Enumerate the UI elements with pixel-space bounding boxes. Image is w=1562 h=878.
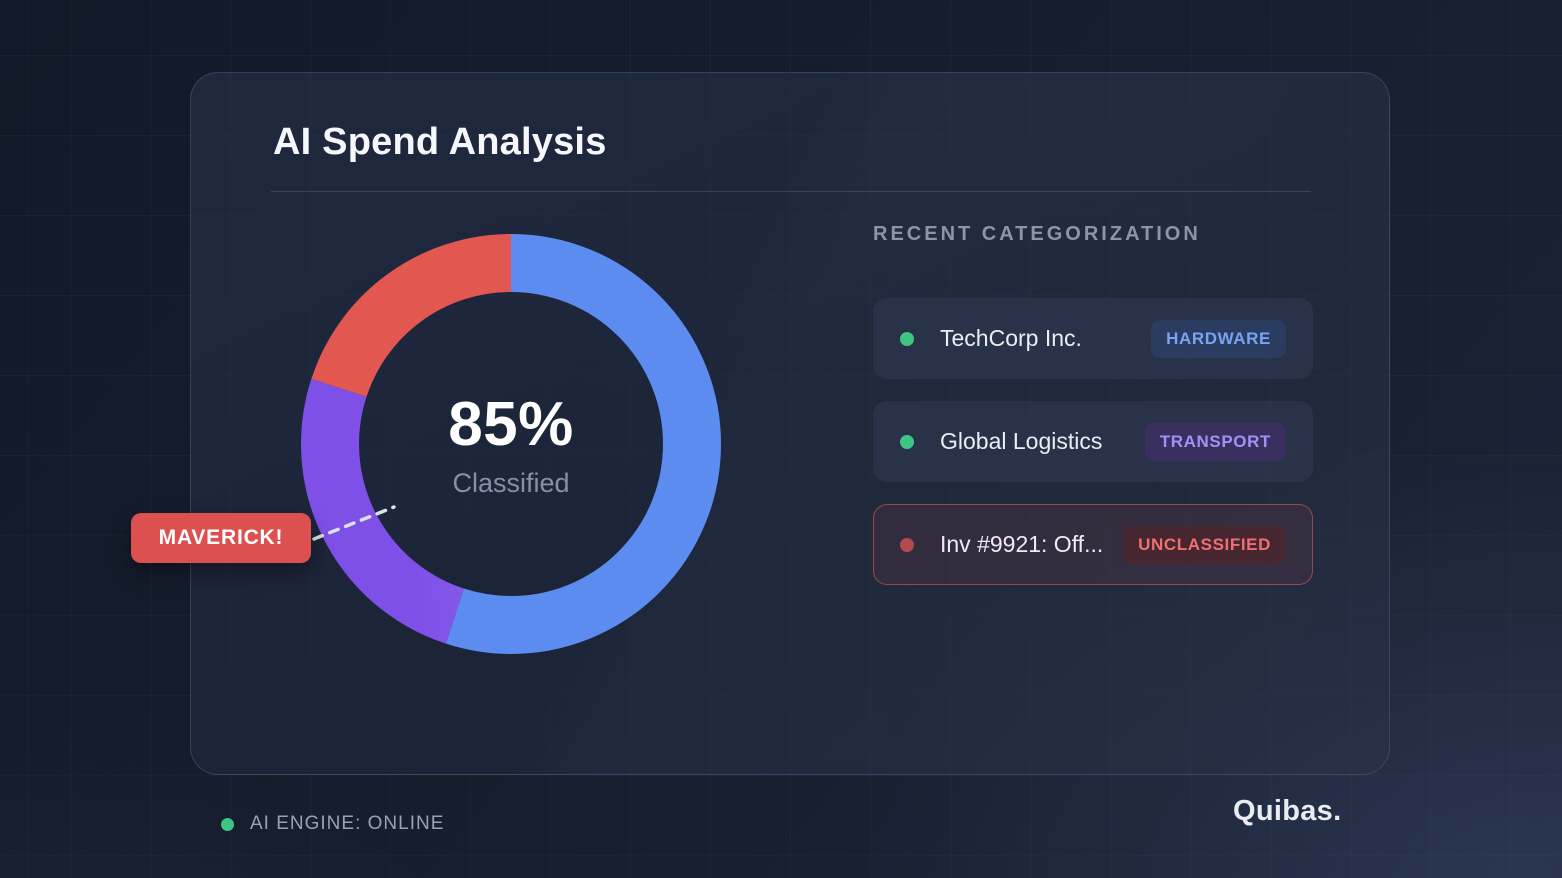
online-status-dot-icon [221,817,234,831]
maverick-alert-label: MAVERICK! [158,526,284,549]
maverick-alert-badge[interactable]: MAVERICK! [131,513,311,563]
row-status-dot-icon [900,331,914,346]
categorization-list: TechCorp Inc. HARDWARE Global Logistics … [873,298,1313,585]
ai-engine-status-text: AI ENGINE: ONLINE [250,813,445,834]
categorization-row[interactable]: Inv #9921: Off... UNCLASSIFIED [873,504,1313,585]
donut-svg [301,234,721,654]
callout-dashed-line [312,505,396,541]
brand-logo: Quibas. [1233,795,1342,827]
row-status-dot-icon [900,537,914,552]
category-badge: UNCLASSIFIED [1123,525,1286,564]
donut-segment-unclassified-red [301,234,721,654]
row-status-dot-icon [900,434,914,449]
ai-engine-status: AI ENGINE: ONLINE [221,813,444,835]
recent-categorization-heading: RECENT CATEGORIZATION [873,223,1201,245]
classification-donut-chart: 85% Classified [301,234,721,654]
vendor-name: Inv #9921: Off... [940,531,1104,557]
vendor-name: Global Logistics [940,428,1103,454]
category-badge: HARDWARE [1151,319,1286,358]
ai-spend-analysis-card: AI Spend Analysis 85% Classified MAVERIC… [131,72,1390,775]
card-title: AI Spend Analysis [273,121,607,163]
category-badge: TRANSPORT [1144,422,1286,461]
title-divider [271,191,1311,192]
vendor-name: TechCorp Inc. [940,325,1082,351]
donut-segment-maverick-purple [301,234,721,654]
categorization-row[interactable]: TechCorp Inc. HARDWARE [873,298,1313,379]
categorization-row[interactable]: Global Logistics TRANSPORT [873,401,1313,482]
